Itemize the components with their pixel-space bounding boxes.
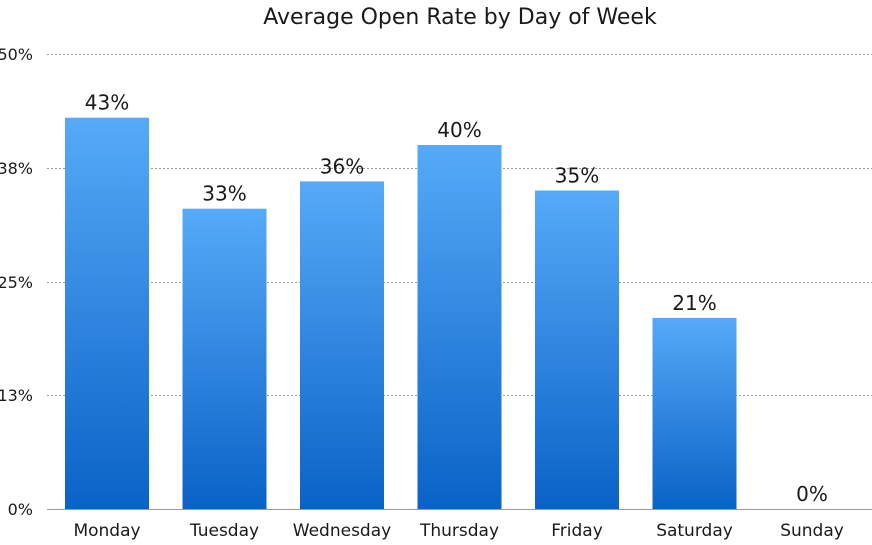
data-labels: 43% 33% 36% 40% 35% 21% 0%: [85, 91, 828, 506]
data-label-saturday: 21%: [672, 291, 716, 315]
category-label-thursday: Thursday: [419, 521, 499, 541]
category-label-tuesday: Tuesday: [189, 521, 259, 541]
x-axis-category-labels: Monday Tuesday Wednesday Thursday Friday Satu…: [73, 521, 843, 541]
bar-tuesday: [182, 208, 267, 509]
data-label-wednesday: 36%: [320, 154, 364, 178]
category-label-friday: Friday: [551, 521, 603, 541]
category-label-monday: Monday: [73, 521, 140, 541]
data-label-thursday: 40%: [437, 118, 481, 142]
category-label-sunday: Sunday: [780, 521, 844, 541]
bar-friday: [535, 190, 619, 509]
y-tick-label: 0%: [8, 500, 33, 519]
category-label-wednesday: Wednesday: [293, 521, 391, 541]
chart-title: Average Open Rate by Day of Week: [263, 5, 657, 30]
bar-saturday: [652, 317, 737, 509]
data-label-sunday: 0%: [796, 482, 828, 506]
data-label-friday: 35%: [555, 164, 599, 188]
y-tick-label: 38%: [0, 159, 33, 178]
y-tick-label: 50%: [0, 45, 33, 64]
bar-wednesday: [300, 181, 384, 509]
y-tick-label: 13%: [0, 386, 33, 405]
data-label-monday: 43%: [85, 91, 129, 115]
bars: [65, 117, 737, 509]
category-label-saturday: Saturday: [656, 521, 733, 541]
bar-thursday: [417, 145, 502, 509]
data-label-tuesday: 33%: [202, 182, 246, 206]
y-tick-label: 25%: [0, 273, 33, 292]
bar-monday: [65, 117, 149, 509]
y-axis-tick-labels: 0% 13% 25% 38% 50%: [0, 45, 33, 519]
